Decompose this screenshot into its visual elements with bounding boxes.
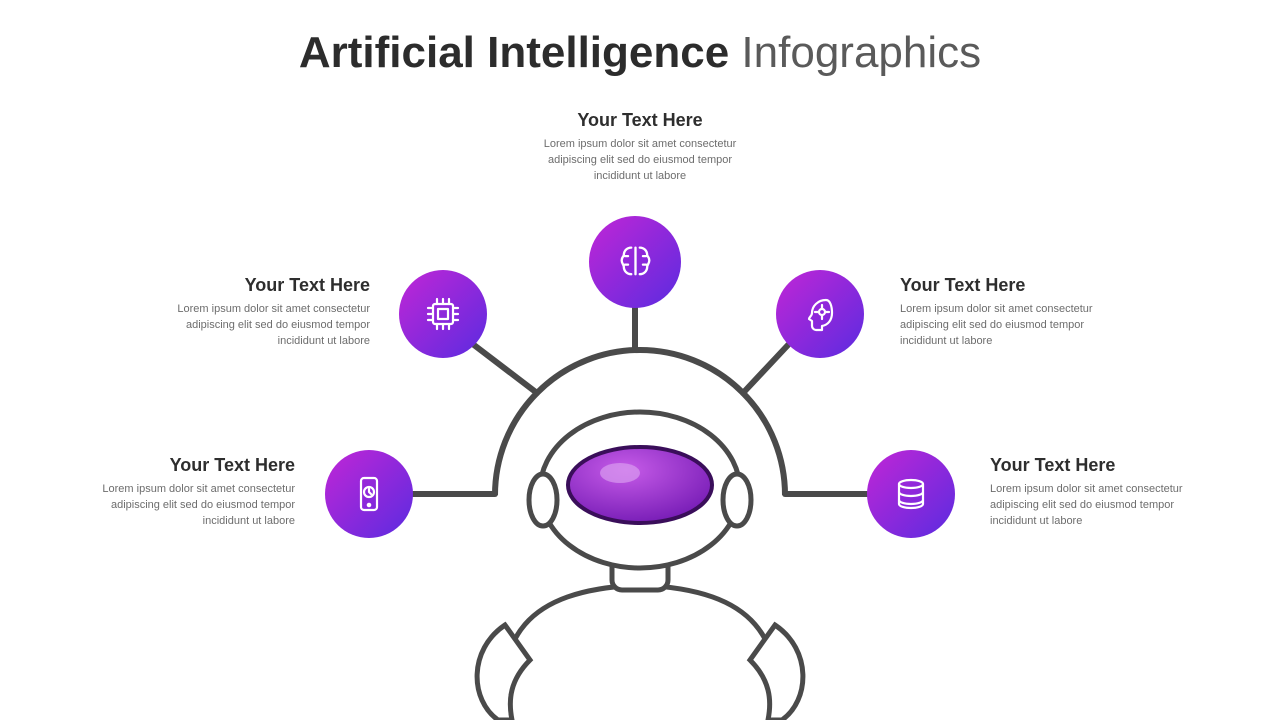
text-hdr-lower-left: Your Text Here bbox=[75, 455, 295, 476]
text-hdr-upper-right: Your Text Here bbox=[900, 275, 1120, 296]
node-lower-left bbox=[325, 450, 413, 538]
robot-illustration bbox=[477, 412, 803, 720]
node-lower-right bbox=[867, 450, 955, 538]
brain-icon bbox=[610, 237, 661, 288]
title-light: Infographics bbox=[729, 28, 981, 77]
text-block-upper-right: Your Text Here Lorem ipsum dolor sit amet… bbox=[900, 275, 1120, 350]
text-body-top: Lorem ipsum dolor sit amet consectetur a… bbox=[530, 137, 750, 185]
connector-upper-right bbox=[743, 345, 788, 393]
node-top bbox=[589, 216, 681, 308]
text-body-lower-right: Lorem ipsum dolor sit amet consectetur a… bbox=[990, 482, 1210, 530]
text-body-lower-left: Lorem ipsum dolor sit amet consectetur a… bbox=[75, 482, 295, 530]
stack-icon bbox=[887, 470, 935, 518]
device-icon bbox=[345, 470, 393, 518]
text-block-upper-left: Your Text Here Lorem ipsum dolor sit amet… bbox=[150, 275, 370, 350]
text-block-lower-right: Your Text Here Lorem ipsum dolor sit amet… bbox=[990, 455, 1210, 530]
node-upper-left bbox=[399, 270, 487, 358]
hub-arc bbox=[495, 350, 785, 495]
diagram-svg bbox=[0, 0, 1280, 720]
ai-head-icon bbox=[796, 290, 844, 338]
text-block-top: Your Text Here Lorem ipsum dolor sit amet… bbox=[530, 110, 750, 185]
text-hdr-upper-left: Your Text Here bbox=[150, 275, 370, 296]
text-hdr-lower-right: Your Text Here bbox=[990, 455, 1210, 476]
text-body-upper-right: Lorem ipsum dolor sit amet consectetur a… bbox=[900, 302, 1120, 350]
connector-upper-left bbox=[474, 345, 537, 393]
text-block-lower-left: Your Text Here Lorem ipsum dolor sit amet… bbox=[75, 455, 295, 530]
node-upper-right bbox=[776, 270, 864, 358]
text-hdr-top: Your Text Here bbox=[530, 110, 750, 131]
text-body-upper-left: Lorem ipsum dolor sit amet consectetur a… bbox=[150, 302, 370, 350]
chip-icon bbox=[419, 290, 467, 338]
page-title: Artificial Intelligence Infographics bbox=[0, 28, 1280, 78]
title-bold: Artificial Intelligence bbox=[299, 28, 729, 77]
